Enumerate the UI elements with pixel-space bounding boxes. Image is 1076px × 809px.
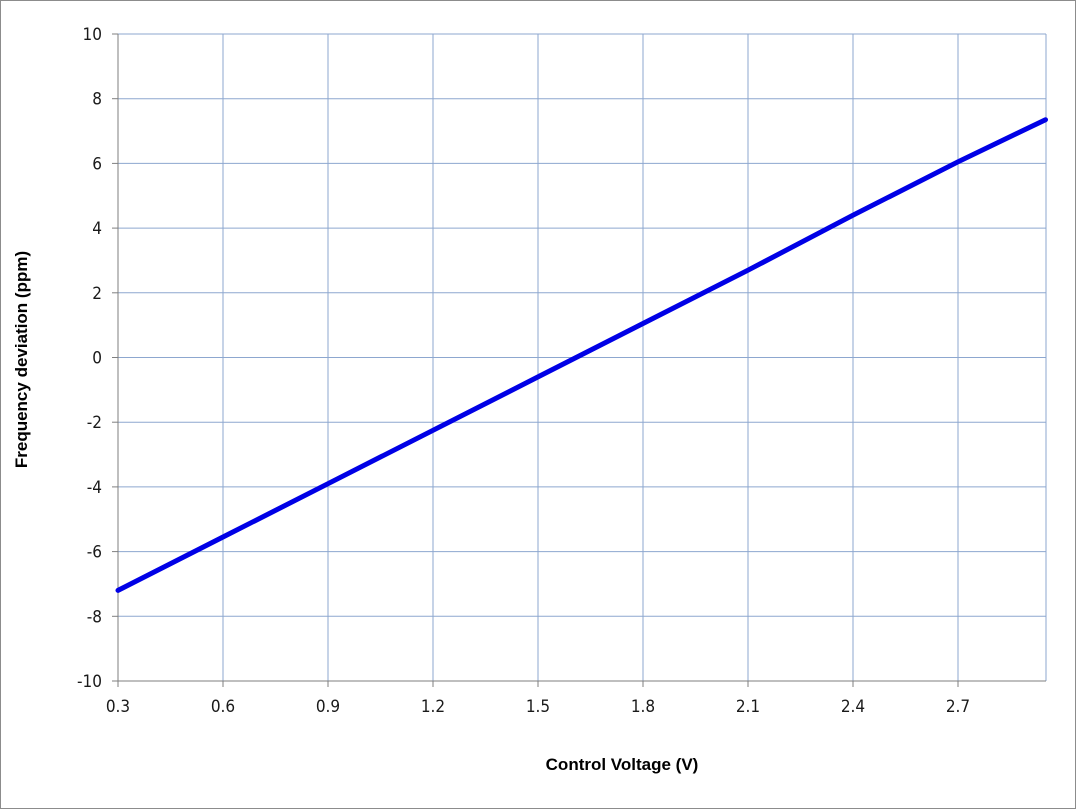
y-tick-label: -6 [87,543,102,563]
y-tick-label: 10 [83,25,102,45]
y-tick-label: 0 [92,349,102,369]
y-tick-label: 4 [92,219,102,239]
series-lines [115,117,1048,593]
x-tick-label: 1.5 [526,697,550,717]
y-tick-labels: 10 8 6 4 2 0 -2 -4 -6 -8 -10 [77,25,102,692]
y-tick-label: 2 [92,284,102,304]
axes [112,33,1046,687]
y-tick-label: 6 [92,154,102,174]
y-tick-label: 8 [92,90,102,110]
y-tick-label: -10 [77,672,102,692]
x-tick-labels: 0.3 0.6 0.9 1.2 1.5 1.8 2.1 2.4 2.7 [106,697,970,717]
x-tick-label: 0.9 [316,697,340,717]
x-tick-label: 1.2 [421,697,445,717]
series-line [115,117,1048,593]
x-axis-title: Control Voltage (V) [546,755,699,774]
y-tick-label: -4 [87,478,102,498]
y-tick-label: -2 [87,413,102,433]
grid-lines [118,33,1047,681]
y-tick-label: -8 [87,607,102,627]
y-axis-title: Frequency deviation (ppm) [12,251,31,468]
x-tick-label: 0.6 [211,697,235,717]
x-tick-label: 0.3 [106,697,130,717]
x-tick-label: 2.1 [736,697,760,717]
x-tick-label: 2.7 [946,697,970,717]
x-tick-label: 1.8 [631,697,655,717]
x-tick-label: 2.4 [841,697,865,717]
